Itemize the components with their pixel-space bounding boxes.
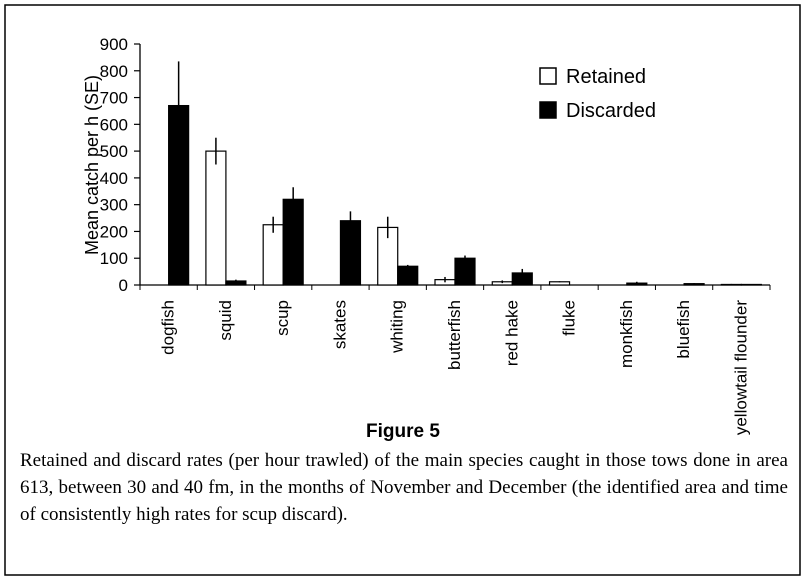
y-tick-label: 600 bbox=[100, 115, 128, 134]
y-tick-label: 700 bbox=[100, 89, 128, 108]
x-tick-label: fluke bbox=[560, 300, 579, 336]
y-axis-label: Mean catch per h (SE) bbox=[82, 75, 102, 255]
caption: Retained and discard rates (per hour tra… bbox=[20, 450, 788, 525]
legend-swatch bbox=[539, 67, 557, 85]
legend-swatch bbox=[539, 101, 557, 119]
figure-label: Figure 5 bbox=[366, 421, 440, 442]
legend-label: Discarded bbox=[566, 100, 656, 122]
y-tick-label: 0 bbox=[119, 276, 128, 295]
x-tick-label: red hake bbox=[502, 300, 521, 366]
figure-border bbox=[4, 4, 801, 576]
bar bbox=[205, 150, 227, 286]
bar bbox=[262, 224, 284, 286]
x-tick-label: yellowtail flounder bbox=[731, 300, 750, 435]
bar bbox=[282, 198, 304, 286]
y-tick-label: 400 bbox=[100, 169, 128, 188]
y-tick-label: 900 bbox=[100, 35, 128, 54]
y-tick-label: 100 bbox=[100, 249, 128, 268]
y-tick-label: 800 bbox=[100, 62, 128, 81]
x-tick-label: bluefish bbox=[674, 300, 693, 359]
x-tick-label: whiting bbox=[388, 300, 407, 354]
x-tick-label: skates bbox=[330, 300, 349, 349]
x-tick-label: dogfish bbox=[159, 300, 178, 355]
y-tick-label: 500 bbox=[100, 142, 128, 161]
bar bbox=[339, 220, 362, 286]
x-tick-label: monkfish bbox=[617, 300, 636, 368]
x-tick-label: butterfish bbox=[445, 300, 464, 370]
bar bbox=[397, 265, 419, 286]
y-tick-label: 200 bbox=[100, 222, 128, 241]
legend-label: Retained bbox=[566, 66, 646, 88]
y-tick-label: 300 bbox=[100, 196, 128, 215]
x-tick-label: squid bbox=[216, 300, 235, 341]
x-tick-label: scup bbox=[273, 300, 292, 336]
bar bbox=[454, 257, 476, 286]
